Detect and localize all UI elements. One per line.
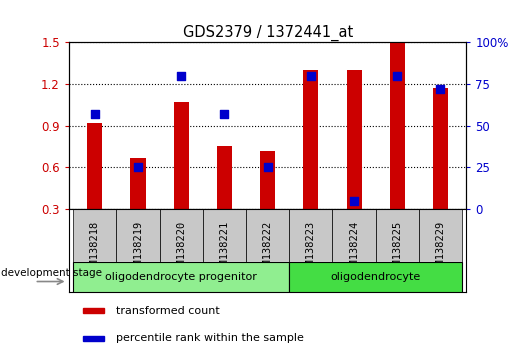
Text: GSM138221: GSM138221: [219, 221, 229, 277]
Point: [393, 73, 402, 79]
Point: [220, 111, 228, 117]
Bar: [246, 209, 289, 292]
Point: [177, 73, 186, 79]
Text: oligodendrocyte: oligodendrocyte: [331, 272, 421, 282]
Bar: [174, 102, 189, 209]
Bar: [376, 209, 419, 292]
Text: GSM138229: GSM138229: [436, 221, 446, 277]
Bar: [433, 88, 448, 209]
Text: GSM138220: GSM138220: [176, 221, 186, 277]
Bar: [332, 209, 376, 292]
Text: GSM138222: GSM138222: [263, 221, 272, 277]
Point: [307, 73, 315, 79]
Bar: [87, 123, 102, 209]
Bar: [203, 209, 246, 292]
Text: development stage: development stage: [2, 268, 102, 278]
Text: GSM138218: GSM138218: [90, 221, 100, 277]
Text: transformed count: transformed count: [116, 306, 219, 316]
Bar: [419, 209, 462, 292]
Text: GSM138219: GSM138219: [133, 221, 143, 277]
Bar: [289, 209, 332, 292]
Point: [91, 111, 99, 117]
Bar: [117, 209, 160, 292]
Point: [263, 164, 272, 170]
Bar: [289, 262, 462, 292]
Text: percentile rank within the sample: percentile rank within the sample: [116, 333, 304, 343]
Point: [134, 164, 142, 170]
Bar: [130, 158, 146, 209]
Bar: [83, 336, 104, 341]
Bar: [73, 209, 117, 292]
Text: GSM138223: GSM138223: [306, 221, 316, 277]
Bar: [83, 308, 104, 313]
Bar: [217, 147, 232, 209]
Bar: [303, 70, 319, 209]
Text: GSM138224: GSM138224: [349, 221, 359, 277]
Point: [436, 86, 445, 92]
Bar: [260, 151, 275, 209]
Bar: [347, 70, 361, 209]
Text: oligodendrocyte progenitor: oligodendrocyte progenitor: [105, 272, 257, 282]
Bar: [390, 42, 405, 209]
Point: [350, 198, 358, 203]
Text: GSM138225: GSM138225: [392, 221, 402, 277]
Bar: [73, 262, 289, 292]
Title: GDS2379 / 1372441_at: GDS2379 / 1372441_at: [182, 25, 353, 41]
Bar: [160, 209, 203, 292]
